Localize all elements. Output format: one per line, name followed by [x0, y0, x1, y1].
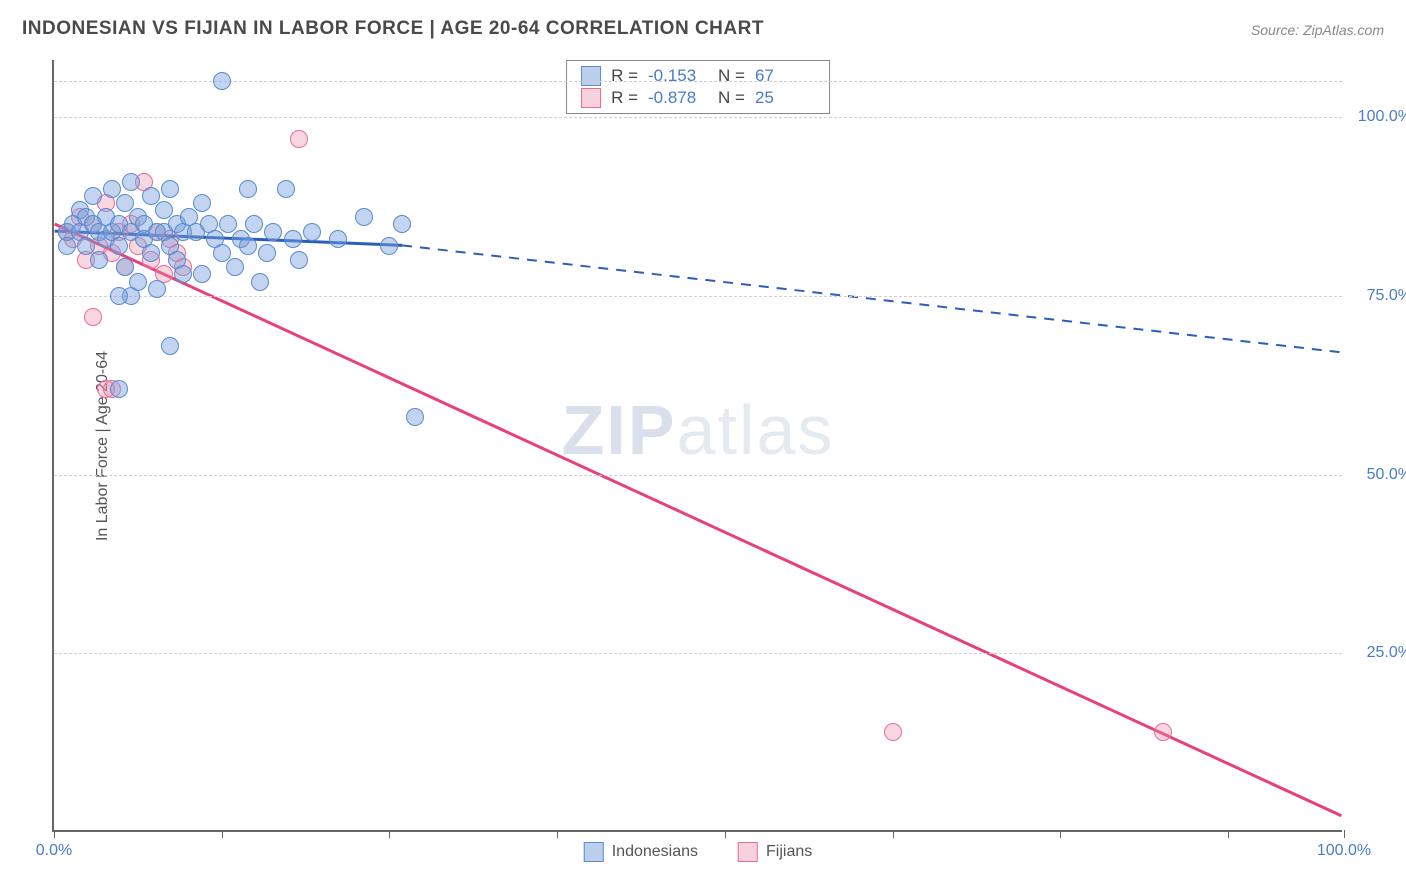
data-point: [174, 265, 192, 283]
data-point: [884, 723, 902, 741]
swatch-pink: [581, 88, 601, 108]
swatch-pink: [738, 842, 758, 862]
data-point: [284, 230, 302, 248]
swatch-blue: [584, 842, 604, 862]
xtick-label: 100.0%: [1317, 842, 1371, 860]
data-point: [148, 280, 166, 298]
xtick: [893, 830, 894, 838]
data-point: [161, 180, 179, 198]
xtick: [389, 830, 390, 838]
chart-title: INDONESIAN VS FIJIAN IN LABOR FORCE | AG…: [22, 18, 764, 40]
data-point: [239, 237, 257, 255]
xtick: [725, 830, 726, 838]
xtick: [1228, 830, 1229, 838]
data-point: [277, 180, 295, 198]
data-point: [290, 251, 308, 269]
data-point: [110, 287, 128, 305]
xtick: [222, 830, 223, 838]
gridline-h: [54, 475, 1342, 476]
legend-item: Indonesians: [584, 842, 698, 862]
data-point: [110, 380, 128, 398]
data-point: [84, 187, 102, 205]
data-point: [329, 230, 347, 248]
data-point: [355, 208, 373, 226]
trend-lines: [54, 60, 1342, 830]
data-point: [122, 173, 140, 191]
data-point: [303, 223, 321, 241]
data-point: [193, 194, 211, 212]
plot-area: ZIPatlas R = -0.153 N = 67R = -0.878 N =…: [52, 60, 1342, 832]
xtick-label: 0.0%: [36, 842, 72, 860]
gridline-h: [54, 296, 1342, 297]
data-point: [245, 215, 263, 233]
data-point: [161, 337, 179, 355]
data-point: [142, 244, 160, 262]
legend-label: Indonesians: [612, 843, 698, 861]
data-point: [90, 251, 108, 269]
xtick: [1344, 830, 1345, 838]
gridline-h: [54, 653, 1342, 654]
gridline-h: [54, 117, 1342, 118]
data-point: [380, 237, 398, 255]
xtick: [54, 830, 55, 838]
data-point: [251, 273, 269, 291]
ytick-label: 100.0%: [1358, 108, 1406, 126]
ytick-label: 25.0%: [1367, 644, 1406, 662]
gridline-h: [54, 81, 1342, 82]
xtick: [557, 830, 558, 838]
ytick-label: 75.0%: [1367, 287, 1406, 305]
data-point: [58, 237, 76, 255]
data-point: [406, 408, 424, 426]
legend: Indonesians Fijians: [584, 842, 813, 862]
legend-item: Fijians: [738, 842, 812, 862]
data-point: [226, 258, 244, 276]
data-point: [290, 130, 308, 148]
legend-label: Fijians: [766, 843, 812, 861]
data-point: [393, 215, 411, 233]
data-point: [258, 244, 276, 262]
xtick: [1060, 830, 1061, 838]
data-point: [110, 237, 128, 255]
swatch-blue: [581, 66, 601, 86]
data-point: [84, 308, 102, 326]
data-point: [193, 265, 211, 283]
stats-row: R = -0.153 N = 67: [581, 65, 815, 87]
source-label: Source: ZipAtlas.com: [1251, 22, 1384, 38]
ytick-label: 50.0%: [1367, 466, 1406, 484]
data-point: [264, 223, 282, 241]
stats-box: R = -0.153 N = 67R = -0.878 N = 25: [566, 60, 830, 114]
data-point: [1154, 723, 1172, 741]
data-point: [239, 180, 257, 198]
stats-row: R = -0.878 N = 25: [581, 87, 815, 109]
data-point: [213, 72, 231, 90]
